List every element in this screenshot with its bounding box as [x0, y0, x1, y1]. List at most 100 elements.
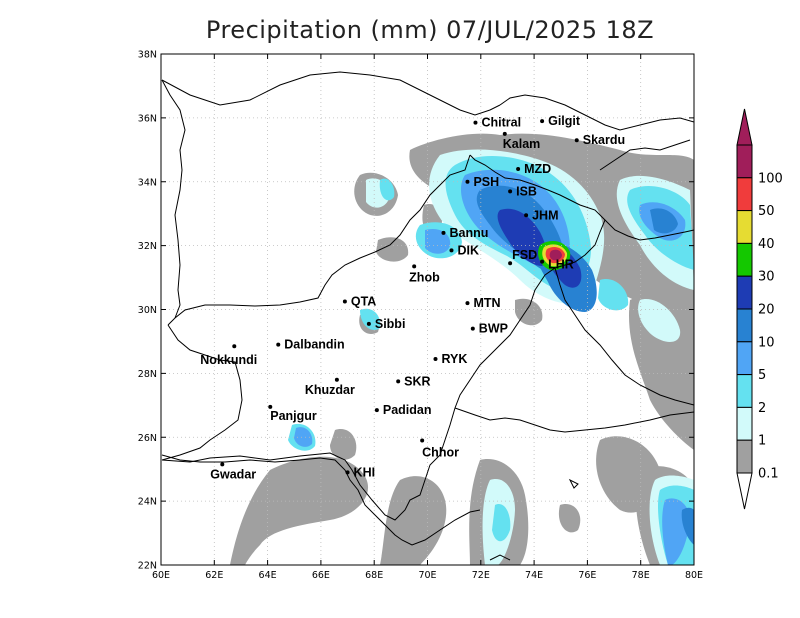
city-label: Padidan	[383, 403, 432, 417]
city-dot	[268, 404, 273, 409]
lon-tick-label: 74E	[525, 570, 543, 581]
city-label: BWP	[479, 322, 508, 336]
longitude-labels: 60E 62E 64E 66E 68E 70E 72E 74E 76E 78E 80E	[152, 570, 703, 581]
city-label: Skardu	[583, 133, 625, 147]
axis-ticks	[160, 53, 695, 566]
legend-over-arrow	[736, 108, 753, 146]
city-dot	[276, 342, 281, 347]
city-dot	[449, 248, 454, 253]
city-label: RYK	[441, 352, 467, 366]
city-label: ISB	[516, 184, 537, 198]
legend-swatch	[736, 308, 753, 343]
city-label: LHR	[548, 258, 574, 272]
city-dot	[574, 138, 579, 143]
lat-tick-label: 38N	[138, 50, 157, 61]
legend-swatch	[736, 374, 753, 408]
lon-tick-label: 66E	[312, 570, 330, 581]
city-dot	[433, 357, 438, 362]
lat-tick-label: 34N	[138, 177, 157, 188]
legend-label: 50	[758, 204, 775, 219]
city-label: PSH	[473, 175, 499, 189]
legend-swatch	[736, 439, 753, 474]
city-label: Chhor	[422, 445, 459, 459]
lat-tick-label: 26N	[138, 433, 157, 444]
legend-label: 30	[758, 270, 775, 285]
city-dot	[473, 120, 478, 125]
legend-swatch	[736, 341, 753, 376]
legend-label: 40	[758, 237, 775, 252]
city-label: Kalam	[503, 137, 541, 151]
legend-swatch	[736, 242, 753, 277]
lon-tick-label: 60E	[152, 570, 170, 581]
lat-tick-label: 30N	[138, 305, 157, 316]
legend-under-arrow	[736, 472, 753, 510]
city-label: MZD	[524, 162, 551, 176]
lat-tick-label: 36N	[138, 113, 157, 124]
legend-swatch	[736, 177, 753, 212]
city-dot	[441, 230, 446, 235]
city-dot	[524, 213, 529, 218]
city-label: MTN	[473, 296, 500, 310]
city-dot	[412, 264, 417, 269]
city-dot	[540, 119, 545, 124]
city-label: JHM	[532, 208, 558, 222]
lat-tick-label: 22N	[138, 561, 157, 572]
lon-tick-label: 64E	[259, 570, 277, 581]
city-dot	[220, 462, 225, 467]
city-label: Gilgit	[548, 114, 581, 128]
legend-label: 2	[758, 401, 766, 416]
city-dot	[470, 326, 475, 331]
lon-tick-label: 72E	[472, 570, 490, 581]
country-boundaries	[161, 71, 694, 561]
city-dot	[465, 301, 470, 306]
city-dot	[366, 321, 371, 326]
legend-swatch	[736, 210, 753, 244]
city-label: Panjgur	[270, 409, 317, 423]
city-label: QTA	[351, 295, 376, 309]
lat-tick-label: 28N	[138, 369, 157, 380]
city-label: DIK	[457, 243, 479, 257]
legend-label: 10	[758, 335, 775, 350]
latitude-labels: 38N 36N 34N 32N 30N 28N 26N 24N 22N	[138, 50, 157, 572]
city-dot	[508, 261, 513, 266]
city-dot	[508, 189, 513, 194]
lon-tick-label: 76E	[578, 570, 596, 581]
lat-tick-label: 32N	[138, 241, 157, 252]
city-dot	[345, 470, 350, 475]
city-dot	[420, 438, 425, 443]
city-dot	[396, 379, 401, 384]
legend-label: 0.1	[758, 467, 779, 482]
city-dot	[334, 377, 339, 382]
city-dot	[342, 299, 347, 304]
city-label: KHI	[354, 465, 376, 479]
city-label: SKR	[404, 374, 430, 388]
lon-tick-label: 62E	[205, 570, 223, 581]
city-label: Khuzdar	[305, 383, 355, 397]
legend-swatch	[736, 275, 753, 310]
map-gridlines	[161, 54, 694, 565]
city-label: Nokkundi	[200, 353, 257, 367]
legend-swatch	[736, 406, 753, 441]
city-dot	[232, 344, 237, 349]
lon-tick-label: 68E	[365, 570, 383, 581]
rain-purple-area	[549, 249, 562, 261]
map-title: Precipitation (mm) 07/JUL/2025 18Z	[205, 16, 655, 44]
lat-tick-label: 24N	[138, 497, 157, 508]
city-label: FSD	[512, 248, 537, 262]
legend-label: 20	[758, 303, 775, 318]
lon-tick-label: 78E	[632, 570, 650, 581]
city-dot	[540, 259, 545, 264]
legend-label: 1	[758, 434, 766, 449]
city-label: Chitral	[481, 116, 521, 130]
lon-tick-label: 70E	[418, 570, 436, 581]
city-label: Zhob	[409, 270, 440, 284]
city-markers: Chitral Gilgit Kalam Skardu MZD PSH ISB JHM Bann…	[200, 114, 625, 481]
city-label: Bannu	[449, 226, 488, 240]
legend-colorbar: 0.1 1 2 5 10 20 30 40 50 100	[736, 108, 783, 510]
legend-label: 100	[758, 171, 783, 186]
city-label: Sibbi	[375, 317, 406, 331]
city-dot	[502, 131, 507, 136]
lon-tick-label: 80E	[685, 570, 703, 581]
city-dot	[465, 179, 470, 184]
